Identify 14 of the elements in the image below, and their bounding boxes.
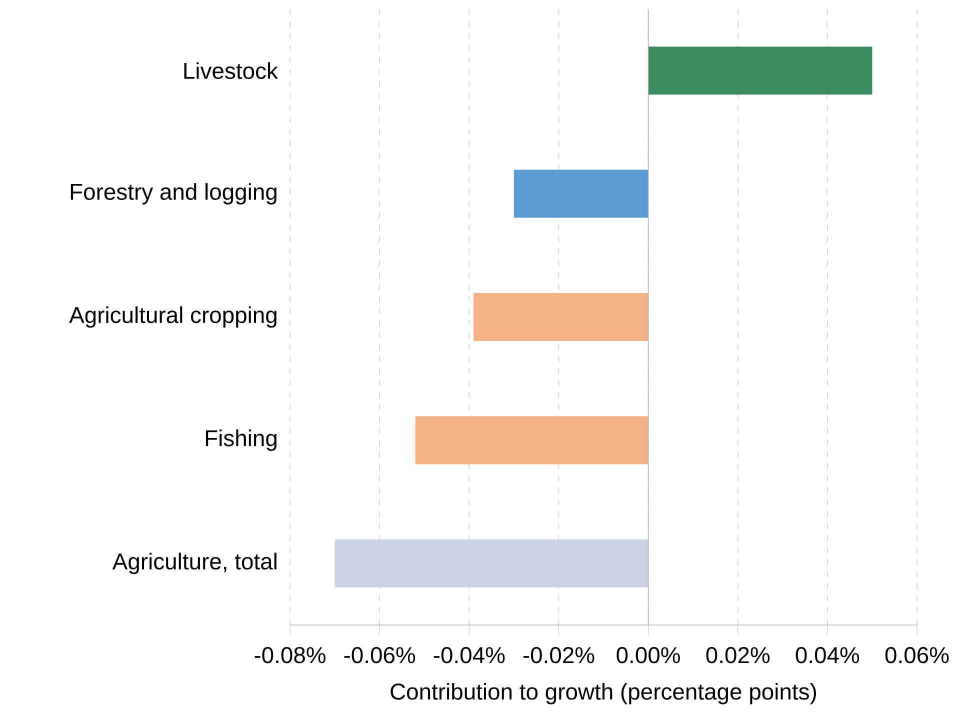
x-tick-label: -0.06% [344,647,416,664]
x-axis-title: Contribution to growth (percentage points) [390,682,816,704]
y-tick-label: Agricultural cropping [69,306,276,328]
x-tick-label: -0.02% [523,647,594,664]
x-tick-label: 0.04% [796,647,860,664]
x-tick-label: -0.08% [254,647,326,664]
y-tick-label: Agriculture, total [112,552,276,574]
x-tick-label: 0.00% [616,647,680,664]
y-tick-label: Livestock [184,62,278,80]
x-tick-label: 0.02% [706,647,770,664]
y-tick-label: Fishing [206,430,276,451]
x-tick-label: 0.06% [885,647,949,664]
y-tick-label: Forestry and logging [70,183,276,204]
x-tick-label: -0.04% [434,647,505,664]
